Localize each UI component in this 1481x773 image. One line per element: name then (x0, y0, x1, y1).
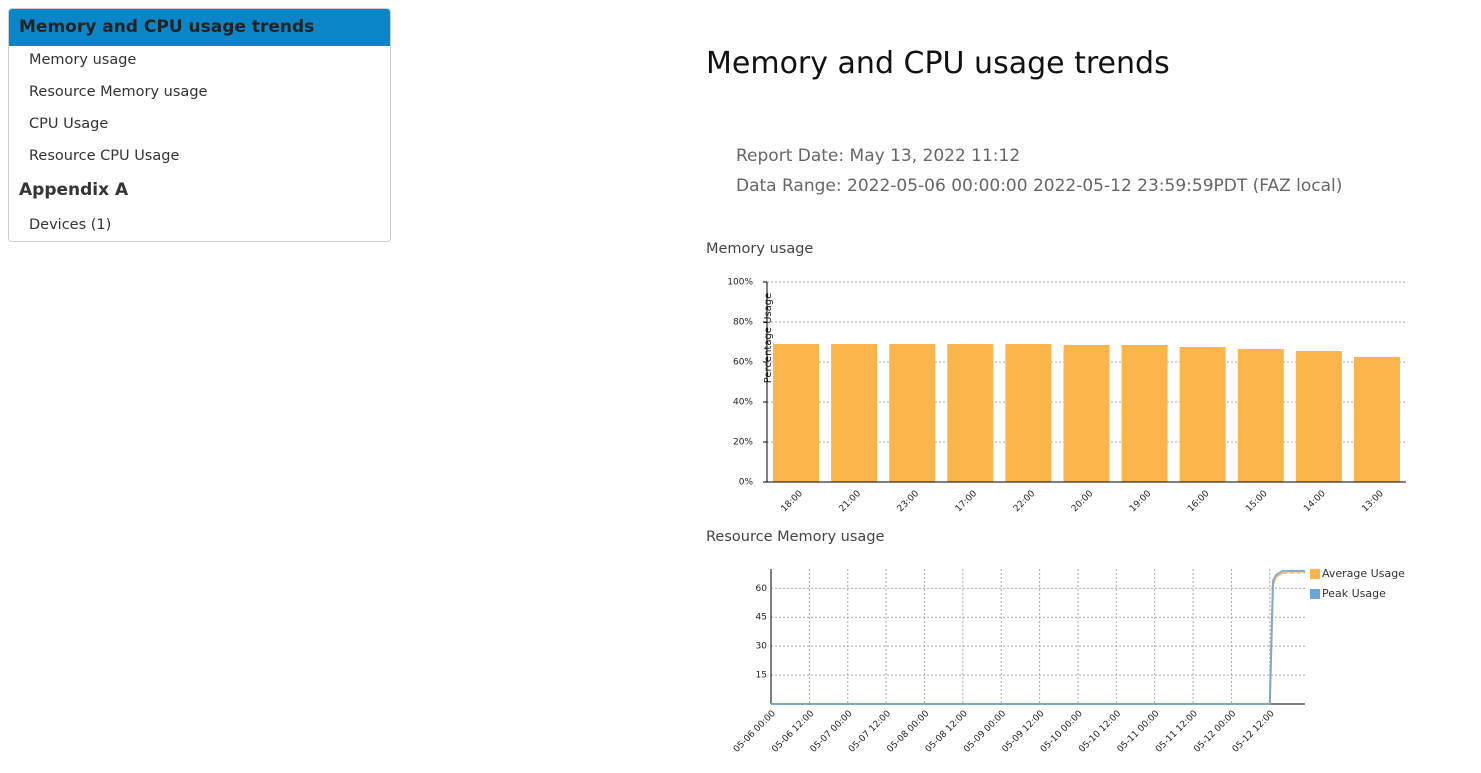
y-tick-label: 0% (739, 478, 754, 488)
chart-title: Memory usage (706, 241, 813, 257)
x-tick-label: 19:00 (1128, 489, 1154, 515)
x-tick-label: 22:00 (1012, 489, 1038, 515)
y-tick-label: 60 (756, 584, 768, 594)
legend-swatch (1310, 569, 1320, 579)
legend-label: Average Usage (1322, 567, 1405, 580)
y-tick-label: 100% (727, 278, 753, 288)
nav-link[interactable]: Resource CPU Usage (29, 148, 180, 164)
bar (1121, 345, 1168, 482)
y-tick-label: 20% (733, 438, 753, 448)
chart-title: Resource Memory usage (706, 529, 885, 545)
report-date: Report Date: May 13, 2022 11:12 (736, 146, 1021, 166)
y-tick-label: 45 (756, 613, 767, 623)
y-tick-label: 80% (733, 318, 753, 328)
nav-section[interactable]: Appendix A (19, 180, 129, 200)
x-tick-label: 14:00 (1302, 489, 1328, 515)
nav-link[interactable]: CPU Usage (29, 116, 109, 132)
sidebar-title[interactable]: Memory and CPU usage trends (9, 9, 390, 46)
sidebar: Memory and CPU usage trends Memory usage… (8, 8, 391, 242)
x-tick-label: 23:00 (896, 489, 922, 515)
bar (1179, 347, 1226, 482)
bar (831, 344, 878, 482)
report-title: Memory and CPU usage trends (706, 46, 1170, 81)
y-tick-label: 30 (756, 642, 768, 652)
bar (947, 344, 994, 482)
x-tick-label: 16:00 (1186, 489, 1212, 515)
x-tick-label: 13:00 (1360, 489, 1386, 515)
line-series (771, 569, 1305, 705)
nav-link[interactable]: Devices (1) (29, 217, 112, 233)
bar (1237, 349, 1284, 482)
bar (1295, 351, 1342, 482)
nav-link[interactable]: Memory usage (29, 52, 137, 68)
legend-swatch (1310, 589, 1320, 599)
bar (889, 344, 936, 482)
x-tick-label: 20:00 (1070, 489, 1096, 515)
nav-link[interactable]: Resource Memory usage (29, 84, 208, 100)
y-tick-label: 60% (733, 358, 753, 368)
bar (773, 344, 820, 482)
y-axis-label: Percentage Usage (763, 293, 774, 384)
y-tick-label: 40% (733, 398, 753, 408)
y-tick-label: 15 (756, 671, 767, 681)
legend-label: Peak Usage (1322, 587, 1386, 600)
x-tick-label: 17:00 (954, 489, 980, 515)
bar (1063, 345, 1110, 482)
x-tick-label: 21:00 (838, 489, 864, 515)
bar (1005, 344, 1052, 482)
data-range: Data Range: 2022-05-06 00:00:00 2022-05-… (736, 176, 1343, 196)
x-tick-label: 15:00 (1244, 489, 1270, 515)
bar (1353, 357, 1400, 482)
line-series (771, 569, 1306, 705)
x-tick-label: 18:00 (780, 489, 806, 515)
